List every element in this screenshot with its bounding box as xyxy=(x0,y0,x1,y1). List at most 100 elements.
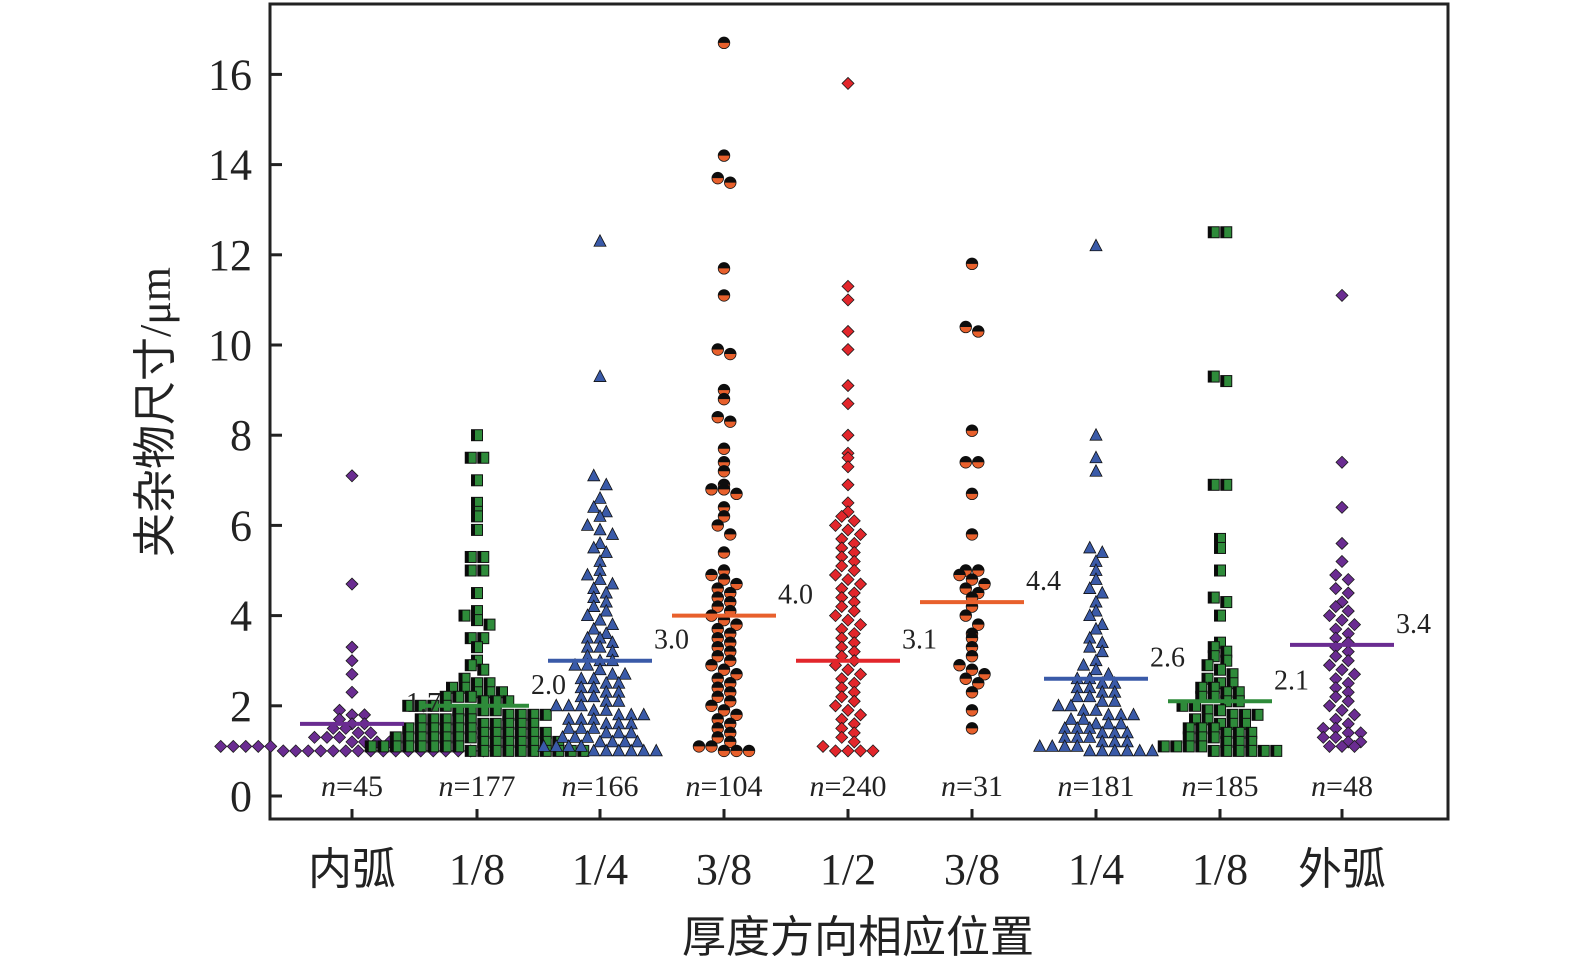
data-point xyxy=(1089,427,1103,441)
data-point xyxy=(1329,690,1343,704)
data-point xyxy=(1045,739,1059,752)
data-point xyxy=(724,627,737,640)
data-point xyxy=(1322,658,1337,672)
data-point xyxy=(483,618,496,631)
data-point xyxy=(471,587,483,600)
data-point xyxy=(724,717,737,731)
data-point xyxy=(593,612,607,626)
data-point xyxy=(1207,744,1220,757)
plot-frame xyxy=(268,2,1450,821)
data-point xyxy=(1220,375,1233,388)
data-point xyxy=(612,725,626,739)
data-point xyxy=(471,641,483,654)
data-point xyxy=(307,730,322,744)
data-point xyxy=(301,744,315,758)
data-point xyxy=(1329,730,1343,744)
data-point xyxy=(841,379,855,393)
data-point xyxy=(711,519,724,532)
data-point xyxy=(1083,540,1097,554)
data-point xyxy=(965,487,979,501)
data-point xyxy=(1341,586,1355,600)
data-point xyxy=(618,666,632,680)
data-point xyxy=(458,681,471,694)
mean-value-label: 3.0 xyxy=(654,625,689,656)
mean-value-label: 2.6 xyxy=(1150,643,1185,674)
data-point xyxy=(587,540,601,554)
data-point xyxy=(717,149,731,162)
data-point xyxy=(1157,740,1170,753)
data-point xyxy=(965,573,979,586)
data-point xyxy=(593,369,607,382)
data-point xyxy=(1189,713,1201,726)
data-point xyxy=(464,451,477,464)
y-axis-title: 夹杂物尺寸/μm xyxy=(131,267,180,557)
data-point xyxy=(1329,581,1343,596)
data-point xyxy=(711,731,724,744)
data-point xyxy=(537,739,551,752)
data-point xyxy=(593,734,607,748)
data-point xyxy=(730,744,743,758)
data-point xyxy=(427,740,440,753)
data-point xyxy=(965,257,979,271)
data-point xyxy=(1076,711,1091,725)
data-point xyxy=(580,608,595,621)
data-point xyxy=(1108,693,1122,707)
data-point xyxy=(452,690,465,703)
x-category-label: 外弧 xyxy=(1298,845,1386,894)
data-point xyxy=(972,618,985,631)
data-point xyxy=(1070,689,1084,703)
data-point xyxy=(1347,708,1362,722)
data-point xyxy=(1270,744,1283,757)
data-point xyxy=(717,744,731,758)
data-point xyxy=(1220,226,1233,239)
data-point xyxy=(1239,717,1251,730)
mean-value-label: 3.4 xyxy=(1396,609,1431,640)
data-point xyxy=(841,572,855,587)
data-point xyxy=(1201,659,1214,672)
data-point xyxy=(1214,564,1226,577)
data-point xyxy=(705,740,718,753)
data-point xyxy=(1058,739,1072,752)
data-point xyxy=(1095,743,1109,757)
data-point xyxy=(717,456,731,469)
data-point xyxy=(539,708,552,721)
data-point xyxy=(326,744,340,758)
data-point xyxy=(580,567,595,581)
data-point xyxy=(724,654,737,667)
data-point xyxy=(1335,536,1349,551)
data-point xyxy=(1083,730,1097,743)
data-point xyxy=(965,649,979,663)
data-point xyxy=(835,559,849,573)
data-point xyxy=(972,564,985,577)
data-point xyxy=(1347,667,1362,681)
data-point xyxy=(1214,704,1226,717)
data-point xyxy=(599,504,613,518)
data-point xyxy=(724,347,737,361)
data-point xyxy=(364,740,377,753)
data-point xyxy=(471,474,483,487)
data-point xyxy=(972,677,985,690)
data-point xyxy=(568,730,582,743)
sample-count-label: n=166 xyxy=(562,770,639,803)
data-point xyxy=(239,739,253,753)
data-point xyxy=(574,698,588,712)
data-point xyxy=(841,460,855,474)
data-point xyxy=(705,483,718,496)
data-point xyxy=(1335,455,1349,469)
data-point xyxy=(599,603,613,617)
data-point xyxy=(605,734,620,748)
data-point xyxy=(1201,672,1214,685)
y-axis: 0 2 4 6 8 10 12 14 16 xyxy=(208,50,282,821)
data-point xyxy=(953,568,966,582)
data-point xyxy=(345,735,359,749)
data-point xyxy=(841,342,855,357)
x-category-label: 1/4 xyxy=(572,845,628,894)
data-point xyxy=(853,667,868,681)
data-point xyxy=(1114,716,1128,730)
data-point xyxy=(593,536,607,549)
data-point xyxy=(1335,739,1349,753)
y-tick-label: 16 xyxy=(208,50,252,99)
data-point xyxy=(724,415,737,428)
data-point xyxy=(724,735,737,749)
